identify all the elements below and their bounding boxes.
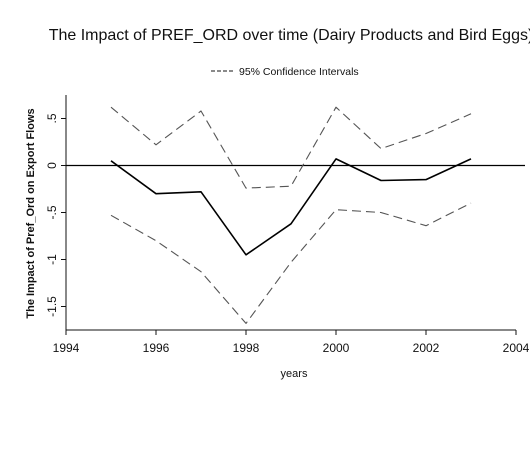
x-tick-label-2000: 2000 (323, 341, 350, 355)
legend: 95% Confidence Intervals (211, 66, 359, 78)
x-tick-label-1996: 1996 (143, 341, 170, 355)
estimate-line (110, 158, 472, 256)
plot-area: 1994 1996 1998 2000 2002 2004 .5 0 -.5 -1 -1.5 (45, 95, 530, 355)
y-tick-label-5: -.5 (45, 205, 59, 219)
y-tick-label-0: 0 (45, 162, 59, 169)
x-tick-label-1998: 1998 (233, 341, 260, 355)
upper-ci-line (110, 106, 472, 189)
y-tick-label-5: .5 (45, 113, 59, 123)
x-axis-label: years (281, 368, 308, 380)
lower-ci-line (110, 202, 472, 324)
legend-label: 95% Confidence Intervals (239, 66, 359, 78)
chart-title: The Impact of PREF_ORD over time (Dairy … (49, 27, 530, 44)
y-tick-label-15: -1.5 (45, 296, 59, 317)
x-tick-label-1994: 1994 (53, 341, 80, 355)
x-tick-label-2002: 2002 (413, 341, 440, 355)
x-tick-label-2004: 2004 (503, 341, 530, 355)
y-axis-label: The Impact of Pref_Ord on Export Flows (25, 108, 37, 318)
y-tick-label-1: -1 (45, 254, 59, 265)
